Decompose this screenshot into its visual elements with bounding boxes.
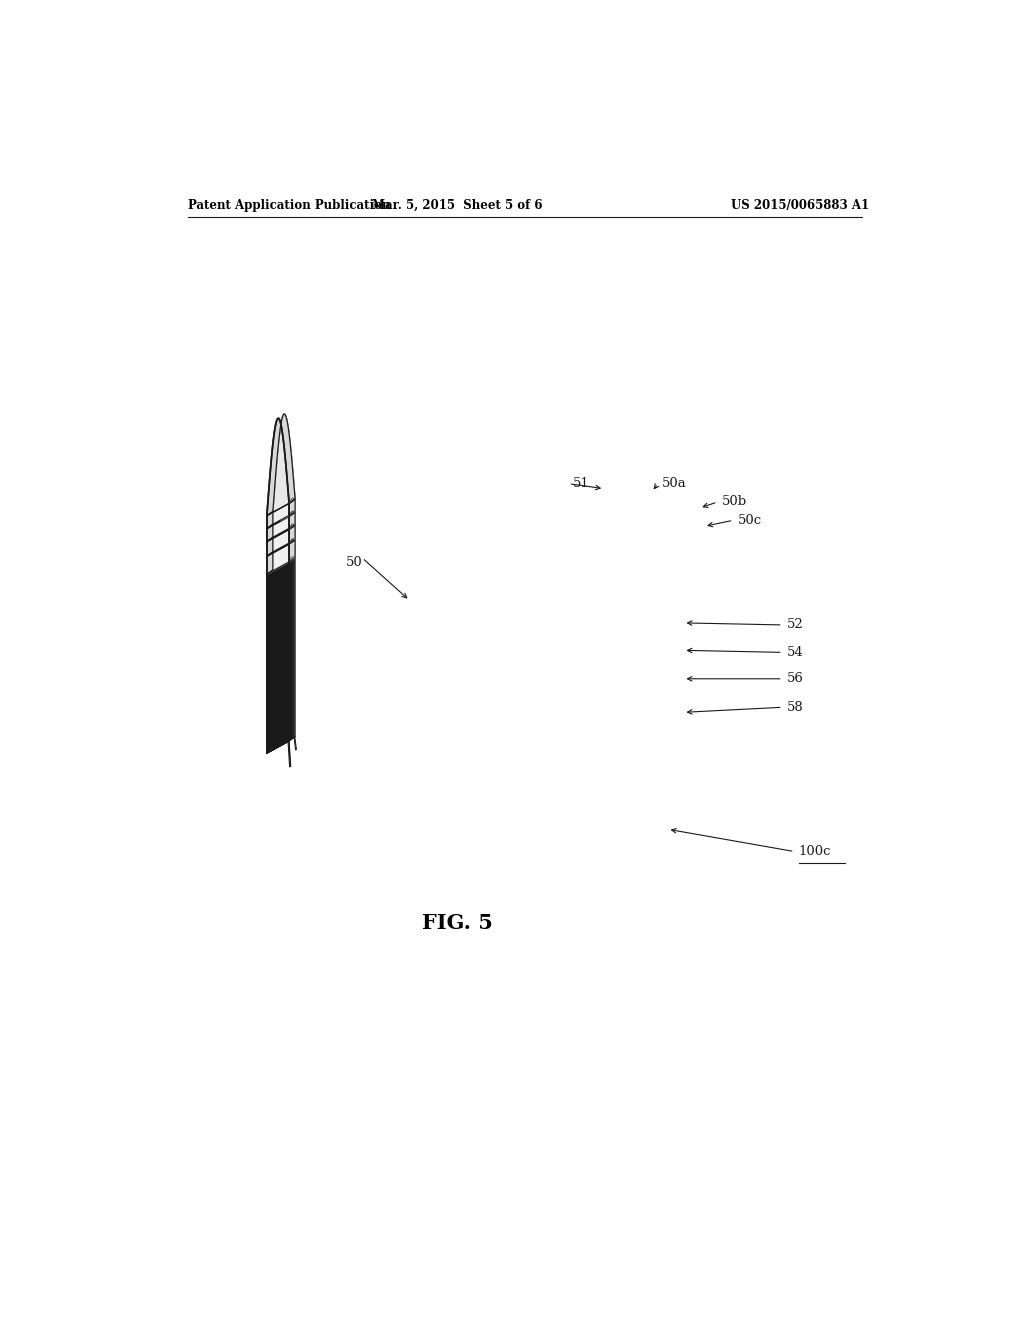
Text: FIG. 5: FIG. 5	[422, 912, 493, 933]
Polygon shape	[267, 418, 289, 516]
Text: 58: 58	[786, 701, 804, 714]
Polygon shape	[267, 525, 295, 541]
Polygon shape	[280, 564, 286, 746]
Text: 50b: 50b	[722, 495, 746, 508]
Polygon shape	[267, 529, 289, 556]
Text: 50a: 50a	[663, 477, 687, 490]
Polygon shape	[289, 499, 295, 516]
Text: 56: 56	[786, 672, 804, 685]
Polygon shape	[267, 511, 272, 528]
Polygon shape	[270, 568, 276, 573]
Polygon shape	[289, 558, 295, 741]
Polygon shape	[271, 568, 278, 750]
Text: Mar. 5, 2015  Sheet 5 of 6: Mar. 5, 2015 Sheet 5 of 6	[372, 199, 543, 213]
Polygon shape	[286, 560, 292, 743]
Text: 52: 52	[786, 619, 804, 631]
Text: 100c: 100c	[799, 845, 831, 858]
Polygon shape	[279, 564, 286, 568]
Polygon shape	[267, 414, 295, 516]
Polygon shape	[283, 561, 289, 744]
Polygon shape	[288, 558, 294, 742]
Polygon shape	[284, 561, 290, 744]
Polygon shape	[280, 562, 287, 568]
Polygon shape	[286, 558, 293, 564]
Polygon shape	[267, 512, 295, 528]
Polygon shape	[273, 566, 279, 750]
Polygon shape	[274, 565, 281, 570]
Polygon shape	[276, 565, 282, 748]
Polygon shape	[282, 562, 288, 744]
Polygon shape	[267, 552, 272, 574]
Polygon shape	[287, 558, 294, 564]
Text: 51: 51	[572, 477, 589, 490]
Polygon shape	[289, 525, 295, 544]
Polygon shape	[267, 537, 272, 556]
Polygon shape	[284, 560, 291, 565]
Polygon shape	[288, 558, 295, 562]
Polygon shape	[289, 540, 295, 562]
Polygon shape	[269, 569, 275, 573]
Polygon shape	[274, 566, 280, 750]
Polygon shape	[282, 561, 289, 566]
Polygon shape	[267, 516, 289, 541]
Polygon shape	[268, 569, 274, 573]
Polygon shape	[273, 566, 280, 570]
Text: Patent Application Publication: Patent Application Publication	[187, 199, 390, 213]
Text: 54: 54	[786, 645, 804, 659]
Polygon shape	[267, 570, 272, 752]
Polygon shape	[272, 414, 295, 511]
Polygon shape	[285, 560, 292, 564]
Polygon shape	[269, 569, 275, 751]
Polygon shape	[281, 562, 287, 746]
Polygon shape	[281, 562, 288, 566]
Polygon shape	[272, 557, 295, 748]
Polygon shape	[267, 569, 273, 574]
Polygon shape	[278, 564, 285, 569]
Polygon shape	[272, 566, 279, 572]
Polygon shape	[271, 568, 278, 572]
Polygon shape	[267, 544, 289, 574]
Polygon shape	[276, 564, 284, 569]
Polygon shape	[267, 503, 289, 528]
Polygon shape	[267, 737, 295, 752]
Polygon shape	[267, 524, 272, 541]
Polygon shape	[268, 569, 274, 752]
Polygon shape	[267, 569, 273, 752]
Polygon shape	[283, 561, 290, 565]
Polygon shape	[270, 568, 276, 751]
Polygon shape	[267, 540, 295, 556]
Polygon shape	[285, 560, 291, 743]
Polygon shape	[267, 499, 295, 516]
Polygon shape	[279, 564, 285, 747]
Text: 50: 50	[346, 557, 362, 569]
Polygon shape	[278, 564, 284, 747]
Text: US 2015/0065883 A1: US 2015/0065883 A1	[731, 199, 869, 213]
Polygon shape	[287, 558, 293, 742]
Polygon shape	[289, 512, 295, 529]
Polygon shape	[275, 565, 282, 569]
Polygon shape	[275, 565, 281, 748]
Text: 50c: 50c	[737, 513, 762, 527]
Polygon shape	[289, 499, 295, 503]
